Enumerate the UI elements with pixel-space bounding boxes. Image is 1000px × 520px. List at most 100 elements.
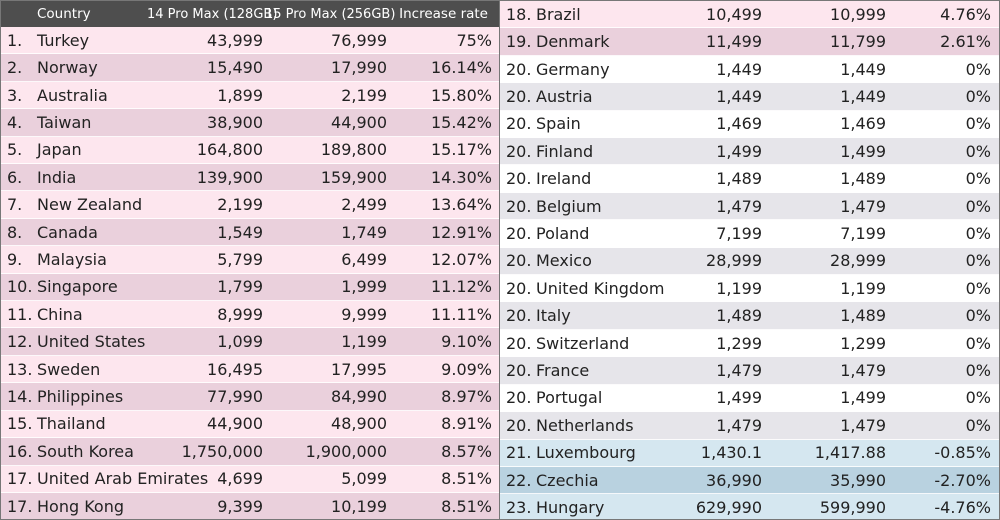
row-country: New Zealand <box>37 195 143 215</box>
table-row: 20. Netherlands 1,479 1,479 0% <box>500 412 999 440</box>
row-increase-rate: 9.09% <box>441 359 492 379</box>
row-country: Hong Kong <box>37 496 124 516</box>
row-15-pro-max-price: 599,990 <box>819 498 886 518</box>
table-right-half: 18. Brazil 10,499 10,999 4.76% 19. Denmark 11,4… <box>500 1 999 519</box>
row-increase-rate: 15.80% <box>430 85 492 105</box>
table-row: 20. France 1,479 1,479 0% <box>500 357 999 385</box>
row-14-pro-max-price: 1,449 <box>716 59 762 79</box>
row-country: Italy <box>536 306 571 326</box>
row-increase-rate: 0% <box>965 169 991 189</box>
row-increase-rate: 0% <box>965 333 991 353</box>
row-country: Turkey <box>37 30 90 50</box>
row-rank: 11. <box>7 304 33 324</box>
row-increase-rate: 16.14% <box>430 58 492 78</box>
row-14-pro-max-price: 1,479 <box>716 360 762 380</box>
row-14-pro-max-price: 28,999 <box>706 251 762 271</box>
row-15-pro-max-price: 76,999 <box>331 30 387 50</box>
row-rank: 18. <box>506 4 532 24</box>
table-row: 9. Malaysia 5,799 6,499 12.07% <box>1 246 499 274</box>
row-country: United Arab Emirates <box>37 469 209 489</box>
row-15-pro-max-price: 2,199 <box>341 85 387 105</box>
row-country: France <box>536 360 590 380</box>
row-15-pro-max-price: 1,489 <box>840 306 886 326</box>
row-increase-rate: 0% <box>965 141 991 161</box>
table-row: 20. Poland 7,199 7,199 0% <box>500 220 999 248</box>
table-row: 6. India 139,900 159,900 14.30% <box>1 164 499 192</box>
row-14-pro-max-price: 10,499 <box>706 4 762 24</box>
row-15-pro-max-price: 1,449 <box>840 59 886 79</box>
row-rank: 14. <box>7 386 33 406</box>
row-14-pro-max-price: 2,199 <box>217 195 263 215</box>
table-row: 23. Hungary 629,990 599,990 -4.76% <box>500 494 999 519</box>
row-15-pro-max-price: 17,995 <box>331 359 387 379</box>
table-row: 20. Switzerland 1,299 1,299 0% <box>500 329 999 358</box>
row-14-pro-max-price: 1,499 <box>716 388 762 408</box>
row-increase-rate: 15.42% <box>430 112 492 132</box>
row-rank: 4. <box>7 112 23 132</box>
row-country: Austria <box>536 86 593 106</box>
table-row: 20. Portugal 1,499 1,499 0% <box>500 384 999 413</box>
row-rank: 20. <box>506 196 532 216</box>
table-row: 20. Belgium 1,479 1,479 0% <box>500 192 999 221</box>
row-increase-rate: 0% <box>965 388 991 408</box>
row-14-pro-max-price: 44,900 <box>207 414 263 434</box>
row-increase-rate: 8.97% <box>441 386 492 406</box>
row-15-pro-max-price: 189,800 <box>320 140 387 160</box>
row-15-pro-max-price: 2,499 <box>341 195 387 215</box>
row-country: Luxembourg <box>536 443 636 463</box>
row-country: United States <box>37 332 146 352</box>
row-country: Czechia <box>536 470 599 490</box>
header-15-pro-max: 15 Pro Max (256GB) <box>265 6 396 22</box>
row-country: Hungary <box>536 498 605 518</box>
table-row: 20. Austria 1,449 1,449 0% <box>500 83 999 111</box>
row-increase-rate: 75% <box>456 30 492 50</box>
row-15-pro-max-price: 1,199 <box>341 332 387 352</box>
row-14-pro-max-price: 4,699 <box>217 469 263 489</box>
row-increase-rate: 15.17% <box>430 140 492 160</box>
row-increase-rate: 0% <box>965 306 991 326</box>
row-14-pro-max-price: 1,199 <box>716 278 762 298</box>
row-15-pro-max-price: 1,479 <box>840 360 886 380</box>
row-country: Sweden <box>37 359 101 379</box>
table-row: 20. Germany 1,449 1,449 0% <box>500 55 999 84</box>
row-15-pro-max-price: 159,900 <box>320 167 387 187</box>
row-country: Australia <box>37 85 108 105</box>
row-country: Mexico <box>536 251 592 271</box>
row-14-pro-max-price: 43,999 <box>207 30 263 50</box>
row-increase-rate: 8.51% <box>441 496 492 516</box>
row-country: Japan <box>37 140 82 160</box>
row-15-pro-max-price: 1,449 <box>840 86 886 106</box>
row-15-pro-max-price: 5,099 <box>341 469 387 489</box>
row-increase-rate: -4.76% <box>934 498 991 518</box>
row-country: Portugal <box>536 388 603 408</box>
row-14-pro-max-price: 38,900 <box>207 112 263 132</box>
row-15-pro-max-price: 1,479 <box>840 196 886 216</box>
row-rank: 22. <box>506 470 532 490</box>
table-row: 15. Thailand 44,900 48,900 8.91% <box>1 410 499 439</box>
row-rank: 20. <box>506 306 532 326</box>
row-country: Thailand <box>37 414 106 434</box>
row-increase-rate: 2.61% <box>940 32 991 52</box>
table-row: 20. Ireland 1,489 1,489 0% <box>500 165 999 193</box>
table-row: 20. Finland 1,499 1,499 0% <box>500 138 999 166</box>
row-rank: 20. <box>506 251 532 271</box>
row-increase-rate: 0% <box>965 223 991 243</box>
row-14-pro-max-price: 1,489 <box>716 306 762 326</box>
row-15-pro-max-price: 1,417.88 <box>814 443 886 463</box>
row-14-pro-max-price: 1,479 <box>716 415 762 435</box>
row-rank: 3. <box>7 85 23 105</box>
row-increase-rate: 0% <box>965 196 991 216</box>
row-14-pro-max-price: 1,499 <box>716 141 762 161</box>
row-rank: 13. <box>7 359 33 379</box>
header-increase-rate: Increase rate <box>399 6 488 22</box>
table-row: 14. Philippines 77,990 84,990 8.97% <box>1 383 499 411</box>
row-increase-rate: 4.76% <box>940 4 991 24</box>
row-country: United Kingdom <box>536 278 665 298</box>
row-increase-rate: 0% <box>965 251 991 271</box>
table-row: 20. Mexico 28,999 28,999 0% <box>500 247 999 276</box>
table-row: 11. China 8,999 9,999 11.11% <box>1 301 499 329</box>
row-15-pro-max-price: 9,999 <box>341 304 387 324</box>
row-15-pro-max-price: 84,990 <box>331 386 387 406</box>
row-increase-rate: 0% <box>965 59 991 79</box>
row-15-pro-max-price: 35,990 <box>830 470 886 490</box>
